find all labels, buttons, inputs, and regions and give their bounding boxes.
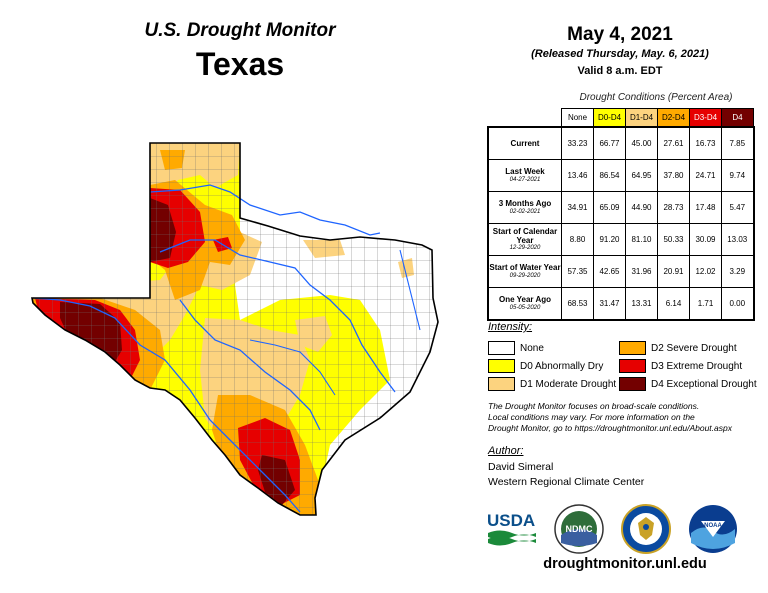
cell: 13.31 bbox=[625, 287, 658, 321]
note-line: Local conditions may vary. For more info… bbox=[488, 412, 695, 422]
cell: 66.77 bbox=[593, 126, 626, 160]
cell: 20.91 bbox=[657, 255, 690, 288]
cell: 44.90 bbox=[625, 191, 658, 224]
valid-time: Valid 8 a.m. EDT bbox=[577, 65, 663, 77]
cell: 24.71 bbox=[689, 159, 722, 192]
header-blank bbox=[488, 109, 562, 128]
table-row: Start of Calendar Year 12-29-2020 8.80 91… bbox=[487, 223, 754, 256]
legend-item-d0: D0 Abnormally Dry bbox=[488, 359, 603, 373]
cell: 68.53 bbox=[561, 287, 594, 321]
cell: 30.09 bbox=[689, 223, 722, 256]
cell: 57.35 bbox=[561, 255, 594, 288]
cell: 28.73 bbox=[657, 191, 690, 224]
legend-swatch bbox=[619, 377, 646, 391]
cell: 42.65 bbox=[593, 255, 626, 288]
cell: 12.02 bbox=[689, 255, 722, 288]
col-d1-d4: D1-D4 bbox=[625, 108, 658, 128]
monitor-title: U.S. Drought Monitor bbox=[144, 20, 336, 41]
legend-label: D3 Extreme Drought bbox=[651, 360, 743, 372]
drought-conditions-table: None D0-D4 D1-D4 D2-D4 D3-D4 D4 Current … bbox=[487, 108, 755, 321]
cell: 37.80 bbox=[657, 159, 690, 192]
noaa-logo-text: NOAA bbox=[704, 523, 722, 529]
legend-label: D2 Severe Drought bbox=[651, 342, 737, 354]
legend-label: D4 Exceptional Drought bbox=[651, 378, 757, 390]
author-title: Author: bbox=[488, 445, 524, 457]
table-row: Current 33.23 66.77 45.00 27.61 16.73 7.… bbox=[487, 126, 754, 160]
table-row: 3 Months Ago 02-02-2021 34.91 65.09 44.90… bbox=[487, 191, 754, 224]
cell: 6.14 bbox=[657, 287, 690, 321]
row-label: Start of Calendar Year 12-29-2020 bbox=[487, 223, 562, 256]
legend-swatch bbox=[619, 341, 646, 355]
col-none: None bbox=[561, 108, 594, 128]
legend-item-d4: D4 Exceptional Drought bbox=[619, 377, 757, 391]
row-label: Start of Water Year 09-29-2020 bbox=[487, 255, 562, 288]
cell: 65.09 bbox=[593, 191, 626, 224]
legend-label: D0 Abnormally Dry bbox=[520, 360, 604, 372]
cell: 33.23 bbox=[561, 126, 594, 160]
ndmc-logo-icon: NDMC bbox=[554, 504, 604, 554]
legend-item-d3: D3 Extreme Drought bbox=[619, 359, 742, 373]
cell: 7.85 bbox=[721, 126, 754, 160]
cell: 5.47 bbox=[721, 191, 754, 224]
cell: 3.29 bbox=[721, 255, 754, 288]
release-date: (Released Thursday, May. 6, 2021) bbox=[531, 48, 709, 60]
col-d0-d4: D0-D4 bbox=[593, 108, 626, 128]
col-d4: D4 bbox=[721, 108, 754, 128]
cell: 9.74 bbox=[721, 159, 754, 192]
legend-item-none: None bbox=[488, 341, 544, 355]
cell: 27.61 bbox=[657, 126, 690, 160]
legend-title: Intensity: bbox=[488, 321, 533, 333]
noaa-logo-icon: NOAA bbox=[689, 505, 737, 553]
cell: 13.03 bbox=[721, 223, 754, 256]
row-label: 3 Months Ago 02-02-2021 bbox=[487, 191, 562, 224]
map-date: May 4, 2021 bbox=[567, 24, 673, 45]
disclaimer-note: The Drought Monitor focuses on broad-sca… bbox=[488, 401, 758, 434]
note-line: Drought Monitor, go to https://droughtmo… bbox=[488, 423, 732, 433]
legend-item-d2: D2 Severe Drought bbox=[619, 341, 737, 355]
table-row: One Year Ago 05-05-2020 68.53 31.47 13.31… bbox=[487, 287, 754, 321]
row-label: Last Week 04-27-2021 bbox=[487, 159, 562, 192]
cell: 8.80 bbox=[561, 223, 594, 256]
cell: 86.54 bbox=[593, 159, 626, 192]
legend-swatch bbox=[488, 341, 515, 355]
row-label: Current bbox=[487, 126, 562, 160]
table-caption: Drought Conditions (Percent Area) bbox=[579, 92, 733, 103]
cell: 91.20 bbox=[593, 223, 626, 256]
table-row: Start of Water Year 09-29-2020 57.35 42.6… bbox=[487, 255, 754, 288]
usda-logo-text: USDA bbox=[487, 511, 535, 530]
cell: 1.71 bbox=[689, 287, 722, 321]
legend-swatch bbox=[619, 359, 646, 373]
legend-item-d1: D1 Moderate Drought bbox=[488, 377, 616, 391]
legend-label: None bbox=[520, 342, 544, 354]
legend-swatch bbox=[488, 359, 515, 373]
cell: 45.00 bbox=[625, 126, 658, 160]
col-d2-d4: D2-D4 bbox=[657, 108, 690, 128]
table-row: Last Week 04-27-2021 13.46 86.54 64.95 37… bbox=[487, 159, 754, 192]
cell: 31.96 bbox=[625, 255, 658, 288]
cell: 31.47 bbox=[593, 287, 626, 321]
cell: 17.48 bbox=[689, 191, 722, 224]
row-label: One Year Ago 05-05-2020 bbox=[487, 287, 562, 321]
table-header-row: None D0-D4 D1-D4 D2-D4 D3-D4 D4 bbox=[488, 108, 754, 128]
cell: 0.00 bbox=[721, 287, 754, 321]
legend-swatch bbox=[488, 377, 515, 391]
legend-label: D1 Moderate Drought bbox=[520, 378, 617, 390]
ndmc-logo-text: NDMC bbox=[566, 524, 593, 534]
state-title: Texas bbox=[195, 46, 285, 82]
author-org: Western Regional Climate Center bbox=[488, 476, 645, 488]
doc-seal-icon bbox=[621, 504, 671, 554]
cell: 16.73 bbox=[689, 126, 722, 160]
note-line: The Drought Monitor focuses on broad-sca… bbox=[488, 401, 700, 411]
cell: 81.10 bbox=[625, 223, 658, 256]
cell: 64.95 bbox=[625, 159, 658, 192]
author-name: David Simeral bbox=[488, 461, 554, 473]
cell: 50.33 bbox=[657, 223, 690, 256]
cell: 13.46 bbox=[561, 159, 594, 192]
texas-drought-map bbox=[31, 142, 439, 516]
website-url[interactable]: droughtmonitor.unl.edu bbox=[543, 556, 707, 572]
cell: 34.91 bbox=[561, 191, 594, 224]
col-d3-d4: D3-D4 bbox=[689, 108, 722, 128]
usda-logo-icon: USDA bbox=[487, 511, 536, 546]
